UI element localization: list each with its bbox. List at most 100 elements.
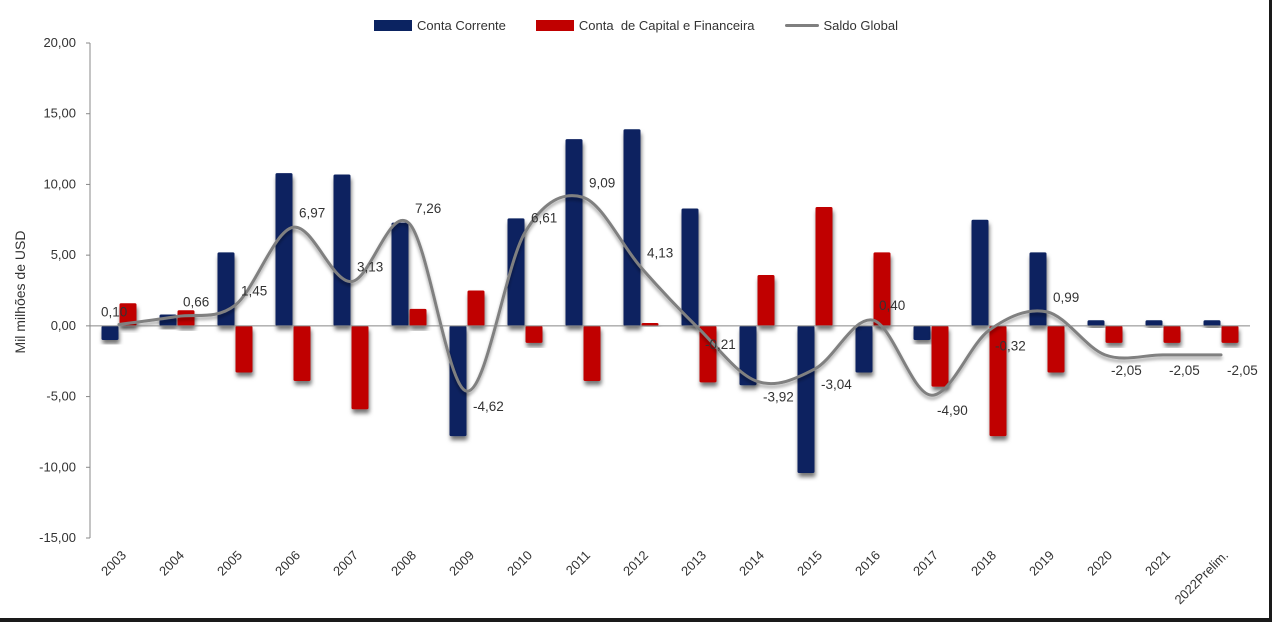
bar-conta-corrente <box>739 325 757 386</box>
x-axis: 2003 2004 2005 2006 2007 2008 2009 2010 2011 2012… <box>90 325 1250 608</box>
data-label-saldo-global: -2,05 <box>1169 363 1200 378</box>
x-tick-label: 2016 <box>852 548 883 579</box>
bar-conta-corrente <box>855 325 873 373</box>
data-label-saldo-global: -0,32 <box>995 338 1026 353</box>
x-tick-label: 2012 <box>620 548 651 579</box>
bar-conta-capital <box>1163 325 1181 343</box>
y-tick-label: 10,00 <box>43 176 76 191</box>
data-label-saldo-global: 6,61 <box>531 210 557 225</box>
data-label-saldo-global: 0,40 <box>879 298 905 313</box>
legend-item-conta-corrente: Conta Corrente <box>374 18 506 33</box>
x-tick-label: 2014 <box>736 548 767 579</box>
y-tick-label: 5,00 <box>51 247 76 262</box>
data-label-saldo-global: -2,05 <box>1111 363 1142 378</box>
bar-conta-corrente <box>333 174 351 326</box>
bar-conta-capital <box>1047 325 1065 373</box>
legend-label-conta-capital: Conta de Capital e Financeira <box>578 17 755 33</box>
y-axis: 20,00 15,00 10,00 5,00 0,00 -5,00 -10,00 -15,00 <box>39 35 91 545</box>
y-tick-label: -10,00 <box>39 459 76 474</box>
y-tick-label: -5,00 <box>46 389 76 404</box>
x-tick-label: 2009 <box>446 548 477 579</box>
x-tick-label: 2017 <box>910 548 941 579</box>
x-tick-label: 2003 <box>98 548 129 579</box>
bar-conta-capital <box>931 325 949 387</box>
x-tick-label: 2022Prelim. <box>1171 548 1231 608</box>
bar-conta-corrente <box>1203 320 1221 326</box>
data-label-saldo-global: -0,21 <box>705 337 736 352</box>
data-label-saldo-global: 1,45 <box>241 283 267 298</box>
data-label-saldo-global: -4,62 <box>473 399 504 414</box>
data-labels: 0,10 0,66 1,45 6,97 3,13 7,26 -4,62 6,61 9,09 4,1… <box>101 175 1258 418</box>
legend-label-saldo-global: Saldo Global <box>823 17 898 33</box>
legend: Conta Corrente Conta de Capital e Financ… <box>0 15 1272 35</box>
data-label-saldo-global: -3,04 <box>821 377 852 392</box>
x-tick-label: 2006 <box>272 548 303 579</box>
bar-conta-capital <box>409 308 427 326</box>
data-label-saldo-global: -3,92 <box>763 389 794 404</box>
saldo-global-line <box>117 194 1223 397</box>
bar-conta-corrente <box>101 325 119 340</box>
bar-conta-capital <box>235 325 253 373</box>
bar-conta-capital <box>815 207 833 326</box>
bar-conta-corrente <box>565 139 583 326</box>
bar-conta-corrente <box>1145 320 1163 326</box>
x-tick-label: 2004 <box>156 548 187 579</box>
bar-conta-capital <box>873 252 891 326</box>
x-tick-label: 2013 <box>678 548 709 579</box>
bar-conta-capital <box>177 310 195 326</box>
bar-conta-corrente <box>623 129 641 326</box>
bar-conta-corrente <box>913 325 931 340</box>
bar-conta-capital <box>699 325 717 383</box>
bar-conta-corrente <box>681 208 699 326</box>
bar-conta-corrente <box>275 173 293 326</box>
x-tick-label: 2018 <box>968 548 999 579</box>
bar-conta-corrente <box>1087 320 1105 326</box>
x-tick-label: 2019 <box>1026 548 1057 579</box>
bar-conta-capital <box>1221 325 1239 343</box>
x-tick-label: 2007 <box>330 548 361 579</box>
bar-conta-capital <box>119 303 137 326</box>
data-label-saldo-global: 4,13 <box>647 245 673 260</box>
data-label-saldo-global: 6,97 <box>299 205 325 220</box>
bar-conta-capital <box>1105 325 1123 343</box>
y-tick-label: 0,00 <box>51 318 76 333</box>
data-label-saldo-global: -4,90 <box>937 403 968 418</box>
bar-conta-capital <box>293 325 311 382</box>
bar-conta-corrente <box>971 219 989 326</box>
chart-plot: 20,00 15,00 10,00 5,00 0,00 -5,00 -10,00 -15,00… <box>12 35 1258 608</box>
y-axis-title: Mil milhões de USD <box>12 231 28 354</box>
data-label-saldo-global: 0,66 <box>183 295 209 310</box>
legend-swatch-saldo-global <box>784 23 819 27</box>
x-tick-label: 2015 <box>794 548 825 579</box>
data-label-saldo-global: 0,10 <box>101 304 127 319</box>
bar-conta-corrente <box>1029 252 1047 326</box>
bar-conta-capital <box>583 325 601 382</box>
x-tick-label: 2021 <box>1142 548 1173 579</box>
x-tick-label: 2020 <box>1084 548 1115 579</box>
data-label-saldo-global: 7,26 <box>415 201 441 216</box>
bar-conta-corrente <box>217 252 235 326</box>
bar-conta-corrente <box>797 325 815 473</box>
data-label-saldo-global: 0,99 <box>1053 290 1079 305</box>
legend-label-conta-corrente: Conta Corrente <box>417 17 506 33</box>
bar-conta-capital <box>351 325 369 410</box>
legend-item-saldo-global: Saldo Global <box>784 17 898 33</box>
x-tick-label: 2005 <box>214 548 245 579</box>
saldo-global-line-group <box>117 194 1223 397</box>
x-tick-label: 2010 <box>504 548 535 579</box>
legend-swatch-conta-capital <box>535 19 574 31</box>
y-tick-label: -15,00 <box>39 530 76 545</box>
bar-conta-capital <box>525 325 543 343</box>
bar-conta-capital <box>989 325 1007 437</box>
data-label-saldo-global: 3,13 <box>357 260 383 275</box>
y-tick-label: 15,00 <box>43 106 76 121</box>
bar-conta-capital <box>757 274 775 326</box>
y-tick-label: 20,00 <box>43 35 76 50</box>
data-label-saldo-global: 9,09 <box>589 175 615 190</box>
x-tick-label: 2011 <box>563 548 593 578</box>
data-label-saldo-global: -2,05 <box>1227 363 1258 378</box>
bar-conta-capital <box>467 290 485 326</box>
bar-conta-corrente <box>391 222 409 326</box>
legend-item-conta-capital: Conta de Capital e Financeira <box>535 17 755 33</box>
chart-frame: Conta Corrente Conta de Capital e Financ… <box>0 0 1272 622</box>
